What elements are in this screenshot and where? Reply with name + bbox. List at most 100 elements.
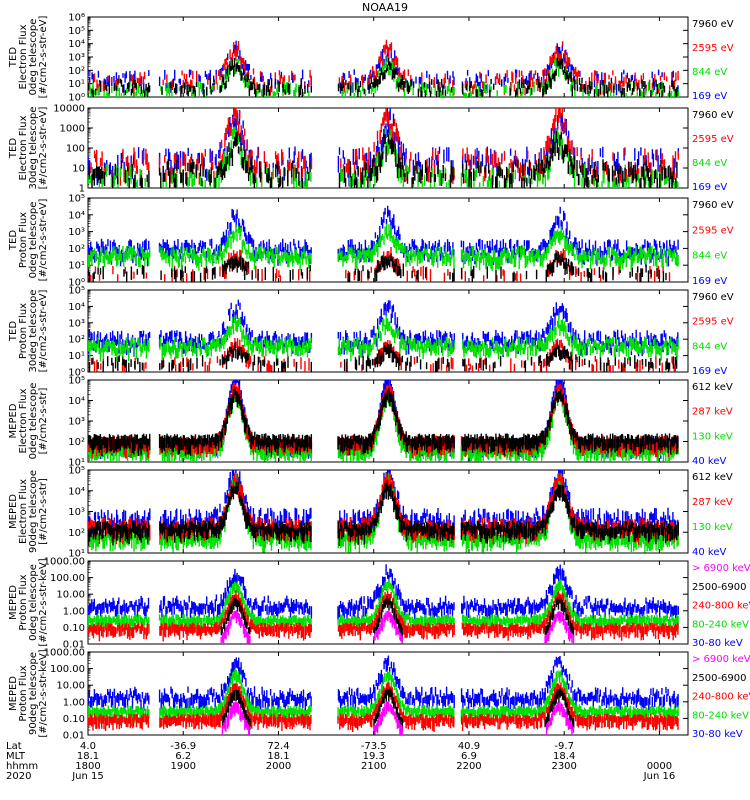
ytick-label: 0.10	[63, 714, 85, 725]
time-axis-tick-label: 2200	[456, 761, 481, 772]
data-marks	[88, 564, 679, 644]
y-axis-label: MEPEDElectron Flux0deg telescope[#/cm2-s…	[8, 383, 49, 460]
legend-entry: 844 eV	[692, 251, 727, 262]
y-axis-label: MEPEDProton Flux90deg telescope[#/cm2-s-…	[8, 649, 49, 737]
ytick-label: 10000	[53, 104, 85, 115]
data-marks	[88, 39, 680, 97]
y-axis-label-line: [#/cm2-s-str-eV]	[38, 199, 49, 282]
y-axis-label-line: 30deg telescope	[28, 289, 39, 372]
time-axis-tick-label: -73.5	[361, 741, 387, 752]
y-axis-label-line: Electron Flux	[18, 24, 29, 89]
ytick-label: 1	[79, 184, 85, 195]
y-axis-label-line: [#/cm2-s-str-eV]	[38, 16, 49, 99]
y-axis-label: TEDProton Flux30deg telescope[#/cm2-s-st…	[8, 289, 49, 372]
y-axis-label-line: MEPED	[8, 494, 19, 529]
y-axis-label-line: 0deg telescope	[28, 202, 39, 279]
legend-entry: 169 eV	[692, 182, 727, 193]
ytick-label: 10³	[68, 227, 85, 238]
time-axis-tick-label: 4.0	[80, 741, 96, 752]
chart-title: NOAA19	[362, 1, 408, 14]
time-axis-tick-label: 2000	[266, 761, 291, 772]
y-axis-label-line: [#/cm2-s-str-eV]	[38, 107, 49, 190]
y-axis-label-line: [#/cm2-s-str-keV]	[38, 649, 49, 737]
time-axis-tick-label: -9.7	[554, 741, 574, 752]
legend-entry: 612 keV	[692, 472, 733, 483]
legend-entry: 7960 eV	[692, 292, 734, 303]
legend-entry: 612 keV	[692, 382, 733, 393]
legend-entry: 2595 eV	[692, 134, 734, 145]
ytick-label: 0.01	[63, 640, 85, 651]
y-axis-label-line: 0deg telescope	[28, 19, 39, 96]
time-axis-tick-label: 40.9	[458, 741, 480, 752]
ytick-label: 10⁵	[68, 466, 85, 477]
ytick-label: 10²	[68, 437, 85, 448]
panel-3: 10⁰ 10¹ 10² 10³ 10⁴ 10⁵ TEDProton Flux0deg tel…	[8, 194, 734, 289]
legend-entry: 7960 eV	[692, 200, 734, 211]
ytick-label: 1000.00	[44, 648, 85, 659]
legend-entry: 2595 eV	[692, 317, 734, 328]
ytick-label: 10⁵	[68, 194, 85, 205]
time-axis-tick-label: 18.4	[553, 751, 575, 762]
time-axis-tick-label: Jun 16	[643, 771, 676, 782]
y-axis-label-line: Proton Flux	[18, 303, 29, 359]
data-series	[88, 655, 679, 714]
panel-4: 10⁰ 10¹ 10² 10³ 10⁴ 10⁵ TEDProton Flux30deg te…	[8, 286, 734, 379]
data-marks	[88, 108, 679, 188]
ytick-label: 10²	[68, 244, 85, 255]
ytick-label: 1.00	[63, 606, 85, 617]
data-series	[88, 590, 679, 642]
time-axis-tick-label: 19.3	[363, 751, 385, 762]
data-series	[88, 682, 679, 732]
time-axis-tick-label: 2300	[551, 761, 576, 772]
time-axis-tick-label: 6.2	[175, 751, 191, 762]
legend-entry: 240-800 keV	[692, 692, 750, 703]
legend-entry: 287 keV	[692, 407, 733, 418]
time-axis-tick-label: 72.4	[267, 741, 289, 752]
legend-entry: 2500-6900	[692, 673, 747, 684]
y-axis-label-line: 90deg telescope	[28, 470, 39, 553]
data-series	[88, 129, 678, 188]
legend-entry: 844 eV	[692, 341, 727, 352]
time-axis-row-label: Lat	[6, 741, 22, 752]
ytick-label: 10³	[68, 53, 85, 64]
legend-entry: 2595 eV	[692, 43, 734, 54]
panel-8: 0.010.101.0010.00100.001000.00MEPEDProto…	[8, 648, 750, 742]
panel-frame	[87, 289, 689, 373]
y-axis-label-line: 90deg telescope	[28, 652, 39, 735]
ytick-label: 10	[72, 164, 85, 175]
ytick-label: 10⁴	[68, 486, 85, 497]
ytick-label: 10⁶	[68, 13, 85, 24]
legend-entry: 844 eV	[692, 158, 727, 169]
y-axis-label: MEPEDElectron Flux90deg telescope[#/cm2-…	[8, 470, 49, 553]
ytick-label: 10⁵	[68, 286, 85, 297]
ytick-label: 10⁴	[68, 396, 85, 407]
legend-entry: 2500-6900	[692, 582, 747, 593]
legend-entry: 40 keV	[692, 547, 726, 558]
data-marks	[88, 299, 679, 372]
ytick-label: 10.00	[56, 590, 85, 601]
y-axis-label-line: [#/cm2-s-str]	[38, 387, 49, 454]
panel-1: 10⁰ 10¹ 10² 10³ 10⁴ 10⁵ 10⁶ TEDElectron Flux0de…	[8, 13, 734, 104]
ytick-label: 1.00	[63, 697, 85, 708]
legend-entry: 240-800 keV	[692, 601, 750, 612]
ytick-label: 10⁵	[68, 376, 85, 387]
legend-entry: 7960 eV	[692, 19, 734, 30]
ytick-label: 10³	[68, 318, 85, 329]
data-series	[88, 579, 679, 633]
ytick-label: 10⁰	[68, 368, 85, 379]
ytick-label: 100.00	[50, 664, 85, 675]
time-axis-row-label: MLT	[6, 751, 26, 762]
ytick-label: 0.01	[63, 731, 85, 742]
data-marks	[88, 655, 679, 735]
ytick-label: 10³	[68, 417, 85, 428]
y-axis-label-line: Proton Flux	[18, 574, 29, 630]
data-marks	[88, 470, 679, 553]
time-axis-tick-label: 18.1	[267, 751, 289, 762]
data-series	[88, 564, 679, 623]
time-axis-tick-label: 1800	[75, 761, 100, 772]
data-series	[88, 480, 679, 547]
data-series	[88, 342, 678, 372]
